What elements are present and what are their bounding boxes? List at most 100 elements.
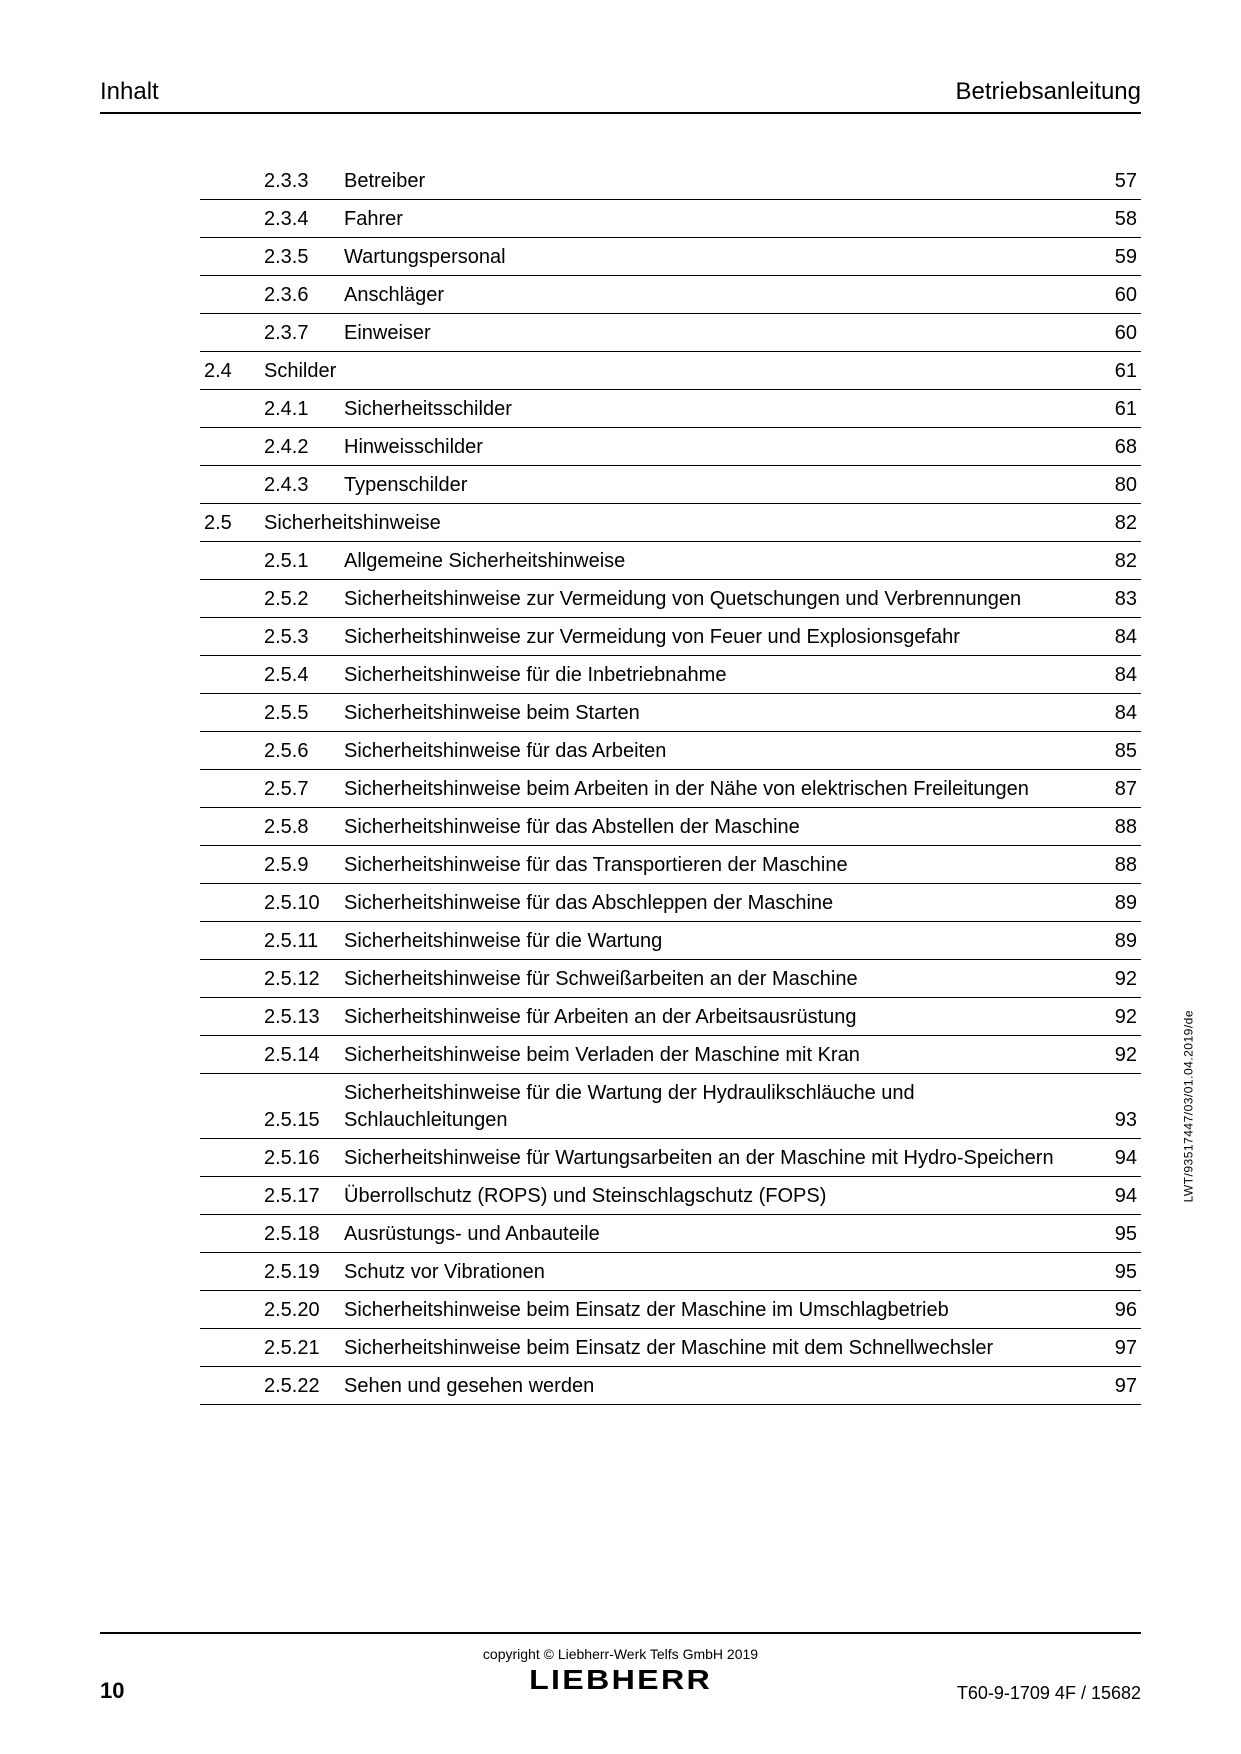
toc-row: 2.5.8Sicherheitshinweise für das Abstell… bbox=[200, 808, 1141, 846]
toc-row: 2.5.11Sicherheitshinweise für die Wartun… bbox=[200, 922, 1141, 960]
toc-row: 2.5.17Überrollschutz (ROPS) und Steinsch… bbox=[200, 1177, 1141, 1215]
toc-page-number: 95 bbox=[1087, 1259, 1141, 1286]
toc-title: Schutz vor Vibrationen bbox=[344, 1259, 1087, 1286]
toc-title: Wartungspersonal bbox=[344, 244, 1087, 271]
toc-title: Sehen und gesehen werden bbox=[344, 1373, 1087, 1400]
toc-row: 2.5.21Sicherheitshinweise beim Einsatz d… bbox=[200, 1329, 1141, 1367]
toc-title-wrap: Anschläger60 bbox=[344, 282, 1141, 309]
footer-rule bbox=[100, 1632, 1141, 1634]
toc-page-number: 60 bbox=[1087, 320, 1141, 347]
toc-row: 2.5.12Sicherheitshinweise für Schweißarb… bbox=[200, 960, 1141, 998]
document-id: T60-9-1709 4F / 15682 bbox=[957, 1683, 1141, 1704]
toc-title: Einweiser bbox=[344, 320, 1087, 347]
toc-title: Sicherheitshinweise für das Transportier… bbox=[344, 852, 1087, 879]
toc-row: 2.5Sicherheitshinweise82 bbox=[200, 504, 1141, 542]
toc-subsection-number: 2.3.6 bbox=[264, 282, 344, 309]
toc-title-wrap: Sicherheitshinweise für Schweißarbeiten … bbox=[344, 966, 1141, 993]
toc-title: Anschläger bbox=[344, 282, 1087, 309]
toc-page-number: 87 bbox=[1087, 776, 1141, 803]
toc-page-number: 84 bbox=[1087, 700, 1141, 727]
toc-subsection-number: 2.5.9 bbox=[264, 852, 344, 879]
toc-title-wrap: Sicherheitsschilder61 bbox=[344, 396, 1141, 423]
toc-page-number: 88 bbox=[1087, 852, 1141, 879]
header-left: Inhalt bbox=[100, 78, 159, 106]
toc-page-number: 94 bbox=[1087, 1183, 1141, 1210]
toc-row: 2.3.6Anschläger60 bbox=[200, 276, 1141, 314]
toc-page-number: 61 bbox=[1087, 358, 1141, 385]
toc-title: Sicherheitshinweise für Arbeiten an der … bbox=[344, 1004, 1087, 1031]
toc-page-number: 95 bbox=[1087, 1221, 1141, 1248]
toc-title-wrap: Sicherheitshinweise zur Vermeidung von F… bbox=[344, 624, 1141, 651]
toc-page-number: 94 bbox=[1087, 1145, 1141, 1172]
toc-row: 2.5.10Sicherheitshinweise für das Abschl… bbox=[200, 884, 1141, 922]
toc-row: 2.5.6Sicherheitshinweise für das Arbeite… bbox=[200, 732, 1141, 770]
toc-subsection-number: 2.3.3 bbox=[264, 168, 344, 195]
toc-page-number: 80 bbox=[1087, 472, 1141, 499]
copyright-text: copyright © Liebherr-Werk Telfs GmbH 201… bbox=[0, 1646, 1241, 1662]
toc-subsection-number: 2.5.1 bbox=[264, 548, 344, 575]
toc-row: 2.5.14Sicherheitshinweise beim Verladen … bbox=[200, 1036, 1141, 1074]
toc-row: 2.3.3Betreiber57 bbox=[200, 162, 1141, 200]
toc-title: Sicherheitshinweise beim Einsatz der Mas… bbox=[344, 1335, 1087, 1362]
toc-row: 2.4Schilder61 bbox=[200, 352, 1141, 390]
toc-title: Fahrer bbox=[344, 206, 1087, 233]
toc-title: Sicherheitshinweise für die Wartung bbox=[344, 928, 1087, 955]
toc-row: 2.5.13Sicherheitshinweise für Arbeiten a… bbox=[200, 998, 1141, 1036]
toc-row: 2.5.1Allgemeine Sicherheitshinweise82 bbox=[200, 542, 1141, 580]
toc-subsection-number: 2.5.15 bbox=[264, 1107, 344, 1134]
toc-subsection-number: 2.5.16 bbox=[264, 1145, 344, 1172]
toc-title-wrap: Ausrüstungs- und Anbauteile95 bbox=[344, 1221, 1141, 1248]
toc-subsection-number: 2.5.12 bbox=[264, 966, 344, 993]
toc-title: Überrollschutz (ROPS) und Steinschlagsch… bbox=[344, 1183, 1087, 1210]
toc-subsection-number: 2.3.7 bbox=[264, 320, 344, 347]
toc-title: Schilder bbox=[264, 358, 1087, 385]
toc-row: 2.5.15Sicherheitshinweise für die Wartun… bbox=[200, 1074, 1141, 1139]
toc-title: Sicherheitshinweise zur Vermeidung von F… bbox=[344, 624, 1087, 651]
toc-title: Sicherheitshinweise beim Einsatz der Mas… bbox=[344, 1297, 1087, 1324]
toc-title-wrap: Sicherheitshinweise für das Transportier… bbox=[344, 852, 1141, 879]
toc-title-wrap: Einweiser60 bbox=[344, 320, 1141, 347]
toc-title-wrap: Sicherheitshinweise82 bbox=[264, 510, 1141, 537]
toc-title-wrap: Fahrer58 bbox=[344, 206, 1141, 233]
toc-title-wrap: Typenschilder80 bbox=[344, 472, 1141, 499]
toc-title: Sicherheitshinweise für Schweißarbeiten … bbox=[344, 966, 1087, 993]
toc-title-wrap: Sicherheitshinweise für Arbeiten an der … bbox=[344, 1004, 1141, 1031]
toc-title: Typenschilder bbox=[344, 472, 1087, 499]
toc-title: Sicherheitsschilder bbox=[344, 396, 1087, 423]
toc-subsection-number: 2.4.1 bbox=[264, 396, 344, 423]
toc-subsection-number: 2.5.20 bbox=[264, 1297, 344, 1324]
toc-row: 2.5.4Sicherheitshinweise für die Inbetri… bbox=[200, 656, 1141, 694]
toc-title-wrap: Überrollschutz (ROPS) und Steinschlagsch… bbox=[344, 1183, 1141, 1210]
toc-row: 2.5.3Sicherheitshinweise zur Vermeidung … bbox=[200, 618, 1141, 656]
toc-title-wrap: Sehen und gesehen werden97 bbox=[344, 1373, 1141, 1400]
toc-title: Sicherheitshinweise für das Abschleppen … bbox=[344, 890, 1087, 917]
toc-page-number: 92 bbox=[1087, 1042, 1141, 1069]
toc-title-wrap: Sicherheitshinweise für Wartungsarbeiten… bbox=[344, 1145, 1141, 1172]
toc-subsection-number: 2.5.7 bbox=[264, 776, 344, 803]
toc-title: Sicherheitshinweise zur Vermeidung von Q… bbox=[344, 586, 1087, 613]
toc-page-number: 61 bbox=[1087, 396, 1141, 423]
toc-page-number: 92 bbox=[1087, 966, 1141, 993]
toc-page-number: 84 bbox=[1087, 624, 1141, 651]
toc-title: Hinweisschilder bbox=[344, 434, 1087, 461]
toc-row: 2.3.5Wartungspersonal59 bbox=[200, 238, 1141, 276]
toc-page-number: 82 bbox=[1087, 510, 1141, 537]
toc-title: Sicherheitshinweise beim Verladen der Ma… bbox=[344, 1042, 1087, 1069]
toc-subsection-number: 2.4.2 bbox=[264, 434, 344, 461]
toc-title-wrap: Sicherheitshinweise beim Einsatz der Mas… bbox=[344, 1297, 1141, 1324]
toc-subsection-number: 2.5.13 bbox=[264, 1004, 344, 1031]
toc-page-number: 89 bbox=[1087, 928, 1141, 955]
toc-subsection-number: 2.4.3 bbox=[264, 472, 344, 499]
toc-subsection-number: 2.5.5 bbox=[264, 700, 344, 727]
toc-row: 2.4.1Sicherheitsschilder61 bbox=[200, 390, 1141, 428]
toc-title-wrap: Sicherheitshinweise für die Wartung der … bbox=[344, 1080, 1141, 1134]
toc-page-number: 97 bbox=[1087, 1373, 1141, 1400]
toc-subsection-number: 2.5.11 bbox=[264, 928, 344, 955]
running-head: Inhalt Betriebsanleitung bbox=[100, 78, 1141, 114]
toc-page-number: 59 bbox=[1087, 244, 1141, 271]
toc-subsection-number: 2.5.3 bbox=[264, 624, 344, 651]
toc-subsection-number: 2.5.21 bbox=[264, 1335, 344, 1362]
toc-title-wrap: Sicherheitshinweise beim Starten84 bbox=[344, 700, 1141, 727]
toc-subsection-number: 2.5.2 bbox=[264, 586, 344, 613]
toc-title: Sicherheitshinweise für die Inbetriebnah… bbox=[344, 662, 1087, 689]
